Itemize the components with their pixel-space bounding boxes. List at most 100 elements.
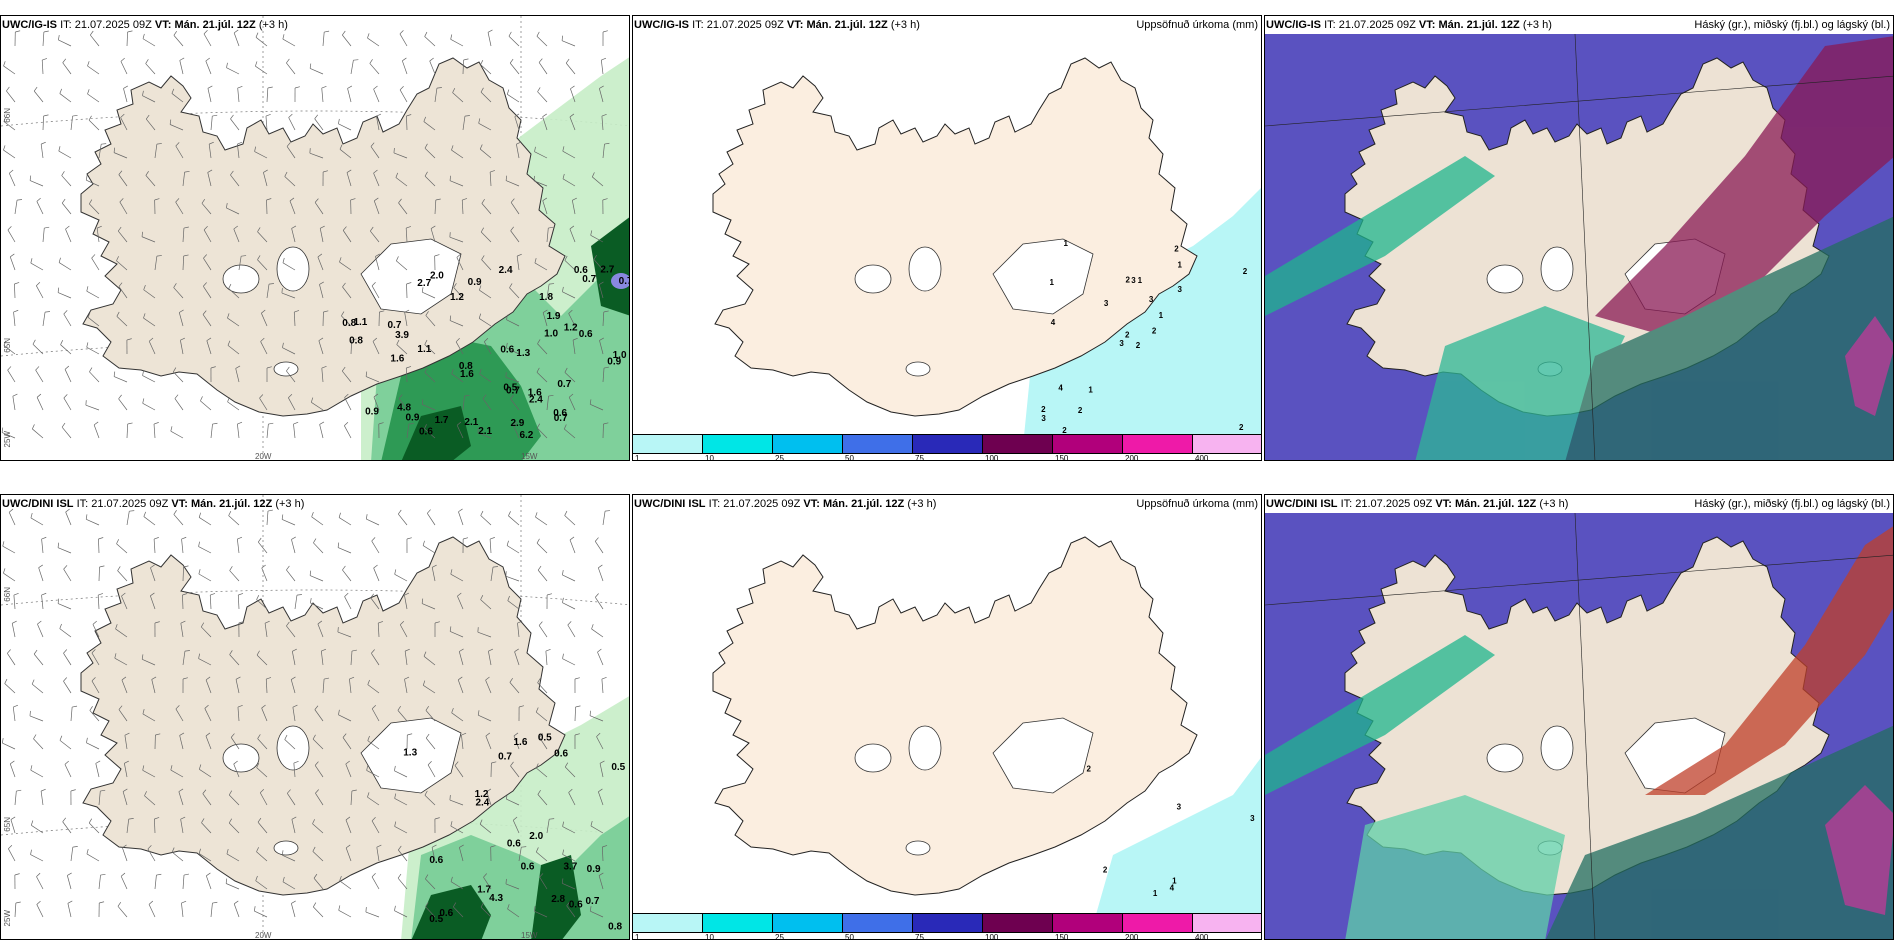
wind-barb: [208, 144, 212, 159]
lon-label: 25W: [3, 910, 12, 927]
wind-barb: [117, 570, 128, 582]
wind-barb-flag: [286, 58, 290, 64]
wind-barb-flag: [184, 170, 190, 173]
wind-barb: [405, 368, 408, 383]
wind-barb: [537, 91, 548, 103]
wind-barb-flag: [85, 175, 88, 181]
wind-barb-flag: [424, 424, 427, 430]
wind-barb-flag: [173, 367, 177, 373]
wind-barb-flag: [309, 63, 312, 69]
wind-barb-flag: [537, 87, 541, 92]
wind-barb-flag: [263, 169, 268, 173]
wind-barb-flag: [507, 904, 510, 910]
glacier-hofsjokull: [1540, 246, 1574, 292]
wind-barb-flag: [237, 421, 243, 425]
wind-barb-flag: [117, 566, 121, 571]
wind-barb-flag: [536, 423, 541, 429]
wind-barb-flag: [549, 818, 555, 820]
wind-barb-flag: [488, 648, 494, 652]
precip-value: 1.8: [539, 292, 553, 303]
wind-barb-flag: [373, 169, 378, 174]
wind-barb: [255, 880, 268, 890]
wind-barb: [597, 567, 604, 582]
panel-header: UWC/DINI ISL IT: 21.07.2025 09Z VT: Mán.…: [2, 498, 305, 510]
glacier-langjokull: [1486, 264, 1524, 294]
wind-barb-flag: [255, 61, 258, 67]
wind-barb-flag: [535, 847, 539, 853]
wind-barb-flag: [369, 59, 373, 64]
wind-barb-flag: [365, 371, 368, 377]
glacier-langjokull: [222, 264, 260, 294]
wind-barb-flag: [509, 283, 513, 288]
panel-ig-is-clouds: UWC/IG-IS IT: 21.07.2025 09Z VT: Mán. 21…: [1264, 15, 1894, 461]
wind-barb-flag: [318, 337, 324, 341]
wind-barb-flag: [64, 760, 69, 765]
precip-shading: [401, 696, 629, 939]
wind-barb: [237, 707, 240, 722]
wind-barb: [487, 32, 492, 47]
wind-barb: [339, 261, 352, 271]
wind-barb: [142, 95, 156, 103]
wind-barb: [255, 37, 268, 47]
wind-barb: [458, 511, 464, 526]
wind-barb-flag: [564, 762, 569, 768]
wind-barb: [505, 883, 520, 890]
wind-barb: [142, 659, 156, 666]
wind-barb: [310, 602, 324, 610]
wind-barb-flag: [120, 113, 125, 118]
wind-barb-flag: [506, 314, 508, 320]
wind-barb-flag: [30, 820, 34, 826]
wind-barb: [424, 795, 436, 806]
wind-barb-flag: [61, 171, 65, 176]
wind-barb-flag: [459, 844, 464, 848]
precip-value: 1.9: [547, 311, 561, 322]
wind-barb-flag: [312, 819, 315, 824]
wind-barb-flag: [601, 114, 607, 117]
wind-barb: [371, 708, 380, 722]
wind-barb: [453, 287, 464, 299]
wind-barb-flag: [407, 733, 413, 736]
wind-barb-flag: [567, 621, 572, 626]
wind-barb: [260, 341, 268, 355]
wind-barb-flag: [451, 707, 454, 713]
wind-barb: [312, 851, 324, 862]
wind-barb: [450, 631, 464, 638]
wind-barb: [30, 854, 44, 862]
wind-barb: [118, 174, 128, 187]
wind-barb: [33, 653, 44, 666]
wind-barb-flag: [12, 393, 18, 397]
wind-barb: [63, 397, 72, 411]
wind-barb-flag: [371, 649, 375, 654]
wind-barb: [114, 657, 128, 666]
wind-barb-flag: [421, 399, 424, 405]
wind-barb: [113, 376, 128, 383]
wind-barb-flag: [513, 421, 518, 426]
wind-barb-flag: [603, 310, 609, 313]
wind-barb-flag: [464, 394, 470, 397]
wind-barb-flag: [282, 876, 285, 882]
wind-barb: [480, 906, 492, 918]
wind-barb: [508, 515, 520, 526]
wind-barb: [30, 769, 44, 778]
wind-barb-flag: [237, 536, 243, 540]
wind-barbs: [1, 508, 611, 918]
wind-barb-flag: [116, 539, 120, 544]
wind-barb: [261, 567, 268, 582]
grid-line: [1574, 512, 1596, 939]
wind-barb: [394, 574, 408, 582]
wind-barb-flag: [480, 87, 484, 93]
wind-barb: [40, 791, 44, 806]
wind-barb-flag: [425, 706, 430, 711]
wind-barb: [36, 285, 44, 299]
precip-very-heavy: [411, 885, 491, 939]
wind-barb-flag: [376, 113, 382, 117]
wind-barb: [91, 680, 100, 694]
wind-barb-flag: [315, 789, 319, 794]
wind-barb-flag: [142, 90, 144, 96]
precip-value: 0.6: [419, 426, 433, 437]
precip-value: 0.6: [521, 862, 535, 873]
wind-barb-flag: [16, 789, 22, 792]
wind-barb-flag: [434, 621, 440, 624]
wind-barb-flag: [434, 817, 440, 820]
